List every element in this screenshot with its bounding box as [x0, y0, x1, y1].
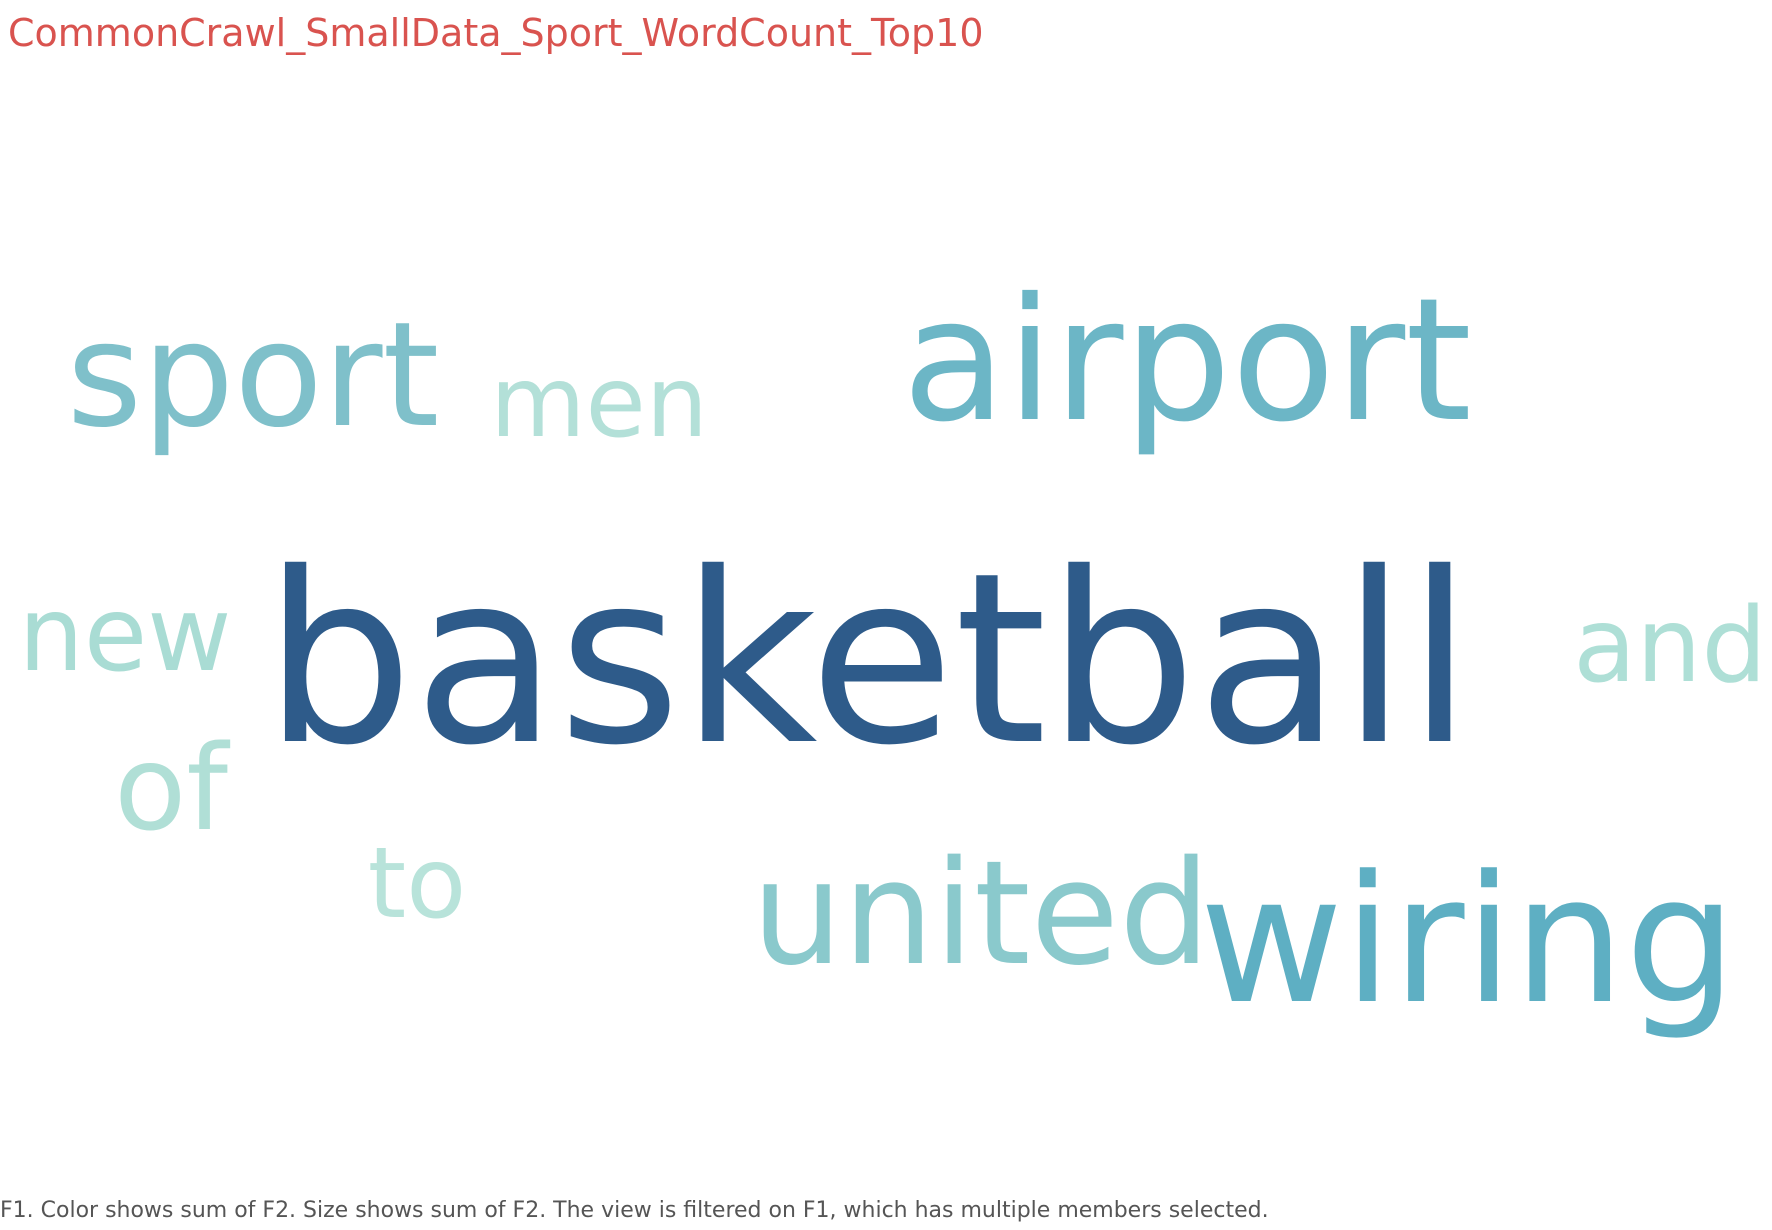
word-united: united [752, 829, 1211, 997]
word-cloud-words: basketball wiring airport united sport men new… [19, 262, 1767, 1043]
word-to: to [368, 827, 466, 941]
word-airport: airport [902, 262, 1472, 460]
word-new: new [19, 575, 232, 695]
chart-caption: F1. Color shows sum of F2. Size shows su… [0, 1198, 1269, 1223]
word-men: men [490, 346, 708, 460]
word-of: of [114, 719, 230, 857]
word-sport: sport [67, 291, 440, 460]
chart-title: CommonCrawl_SmallData_Sport_WordCount_To… [8, 11, 984, 55]
word-basketball: basketball [264, 522, 1473, 797]
word-and: and [1573, 586, 1767, 706]
word-wiring: wiring [1199, 838, 1736, 1043]
